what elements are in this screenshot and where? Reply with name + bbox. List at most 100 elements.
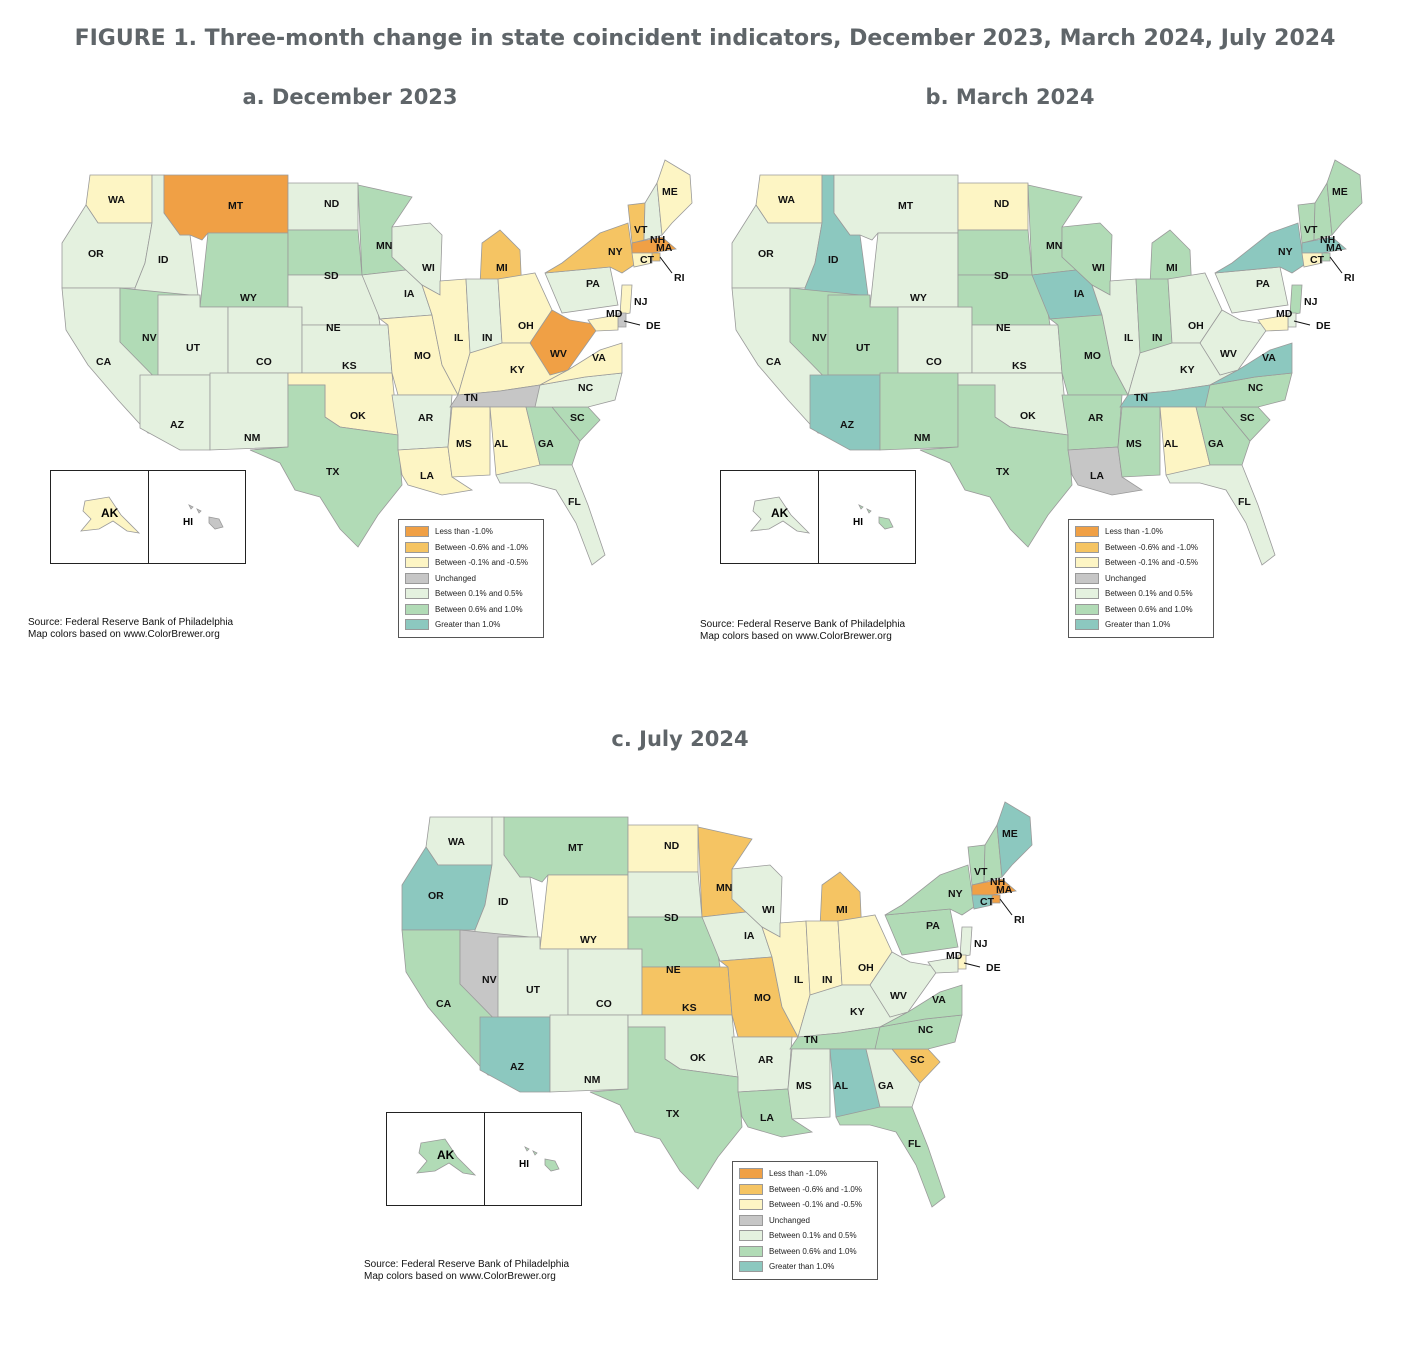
state-ma — [631, 236, 677, 254]
state-ut — [157, 294, 229, 376]
legend-swatch — [405, 619, 429, 631]
state-mt — [163, 174, 289, 241]
state-ny — [884, 864, 975, 916]
state-label-mo: MO — [414, 350, 431, 362]
state-label-nc: NC — [1248, 382, 1264, 394]
state-label-la: LA — [1090, 470, 1104, 482]
state-me — [1326, 159, 1363, 236]
state-label-in: IN — [482, 332, 493, 344]
source-line: Source: Federal Reserve Bank of Philadel… — [700, 619, 906, 630]
state-label-ma: MA — [1326, 242, 1343, 254]
inset-divider — [818, 471, 819, 563]
state-label-wv: WV — [1220, 348, 1237, 360]
state-label-ky: KY — [850, 1006, 865, 1018]
state-sd — [287, 229, 363, 276]
state-label-ct: CT — [640, 254, 655, 266]
state-ut — [827, 294, 899, 376]
state-label-vt: VT — [1304, 224, 1318, 236]
state-label-fl: FL — [568, 496, 581, 508]
state-ma — [971, 878, 1017, 896]
legend-item: Unchanged — [739, 1213, 871, 1229]
state-label-mi: MI — [1166, 262, 1178, 274]
legend-item: Between 0.1% and 0.5% — [739, 1228, 871, 1244]
state-label-ms: MS — [1126, 438, 1142, 450]
panel-title: c. July 2024 — [611, 727, 749, 751]
state-label-ia: IA — [744, 930, 755, 942]
state-label-nh: NH — [650, 234, 665, 246]
state-label-de: DE — [1316, 320, 1331, 332]
state-label-or: OR — [758, 248, 774, 260]
state-label-tn: TN — [1134, 392, 1148, 404]
state-label-in: IN — [1152, 332, 1163, 344]
inset-map: AK HI — [416, 1138, 560, 1176]
state-mt — [503, 816, 629, 883]
state-label-nd: ND — [664, 840, 680, 852]
state-ct — [631, 252, 653, 268]
state-label-ok: OK — [350, 410, 366, 422]
state-label-pa: PA — [586, 278, 600, 290]
state-label-va: VA — [1262, 352, 1276, 364]
state-label-va: VA — [592, 352, 606, 364]
state-label-mi: MI — [496, 262, 508, 274]
legend-item: Greater than 1.0% — [739, 1259, 871, 1275]
state-label-il: IL — [794, 974, 804, 986]
state-label-ca: CA — [436, 998, 452, 1010]
state-label-il: IL — [1124, 332, 1134, 344]
state-label-ak: AK — [771, 506, 789, 520]
state-label-ga: GA — [538, 438, 554, 450]
state-label-wa: WA — [778, 194, 795, 206]
state-md — [1257, 314, 1289, 332]
state-sd — [957, 229, 1033, 276]
ak-hi-inset: AK HI — [720, 470, 916, 564]
legend-swatch — [405, 557, 429, 569]
state-label-ok: OK — [1020, 410, 1036, 422]
state-label-vt: VT — [634, 224, 648, 236]
state-label-wy: WY — [910, 292, 927, 304]
state-ms — [447, 406, 491, 478]
state-label-mn: MN — [1046, 240, 1062, 252]
state-label-sd: SD — [664, 912, 679, 924]
legend-swatch — [1075, 541, 1099, 553]
inset-divider — [148, 471, 149, 563]
legend-swatch — [739, 1245, 763, 1257]
state-label-nc: NC — [578, 382, 594, 394]
legend-swatch — [405, 603, 429, 615]
map-panel-december-2023: a. December 2023 WA OR CA ID NV MT WY UT AZ CO NM ND… — [20, 85, 693, 655]
legend-label: Between 0.1% and 0.5% — [1105, 589, 1193, 599]
state-label-wa: WA — [448, 836, 465, 848]
legend-label: Between 0.6% and 1.0% — [1105, 604, 1193, 614]
state-label-ga: GA — [1208, 438, 1224, 450]
state-label-nd: ND — [994, 198, 1010, 210]
legend-label: Between 0.1% and 0.5% — [435, 589, 523, 599]
legend-label: Between -0.6% and -1.0% — [769, 1184, 862, 1194]
state-label-sc: SC — [910, 1054, 925, 1066]
state-label-tx: TX — [326, 466, 339, 478]
state-ms — [787, 1048, 831, 1120]
legend-swatch — [1075, 603, 1099, 615]
colorbrewer-line: Map colors based on www.ColorBrewer.org — [364, 1271, 556, 1282]
source-line: Source: Federal Reserve Bank of Philadel… — [364, 1259, 570, 1270]
state-az — [139, 374, 211, 451]
legend-label: Between -0.1% and -0.5% — [1105, 558, 1198, 568]
legend-item: Between 0.1% and 0.5% — [405, 586, 537, 602]
source-note: Source: Federal Reserve Bank of Philadel… — [364, 1259, 569, 1283]
state-label-nm: NM — [584, 1074, 601, 1086]
legend-label: Between 0.6% and 1.0% — [435, 604, 523, 614]
legend-label: Between -0.6% and -1.0% — [1105, 542, 1198, 552]
legend-item: Less than -1.0% — [405, 524, 537, 540]
legend-label: Less than -1.0% — [1105, 527, 1163, 537]
legend-swatch — [1075, 557, 1099, 569]
state-hi — [188, 504, 224, 530]
state-label-ca: CA — [96, 356, 112, 368]
state-label-nj: NJ — [974, 938, 988, 950]
state-md — [927, 956, 959, 974]
us-state-map: WA OR CA ID NV MT WY UT AZ CO NM ND SD NE KS OK TX MN IA MO… — [401, 801, 1033, 1208]
source-line: Source: Federal Reserve Bank of Philadel… — [28, 617, 234, 628]
state-pa — [884, 908, 959, 956]
state-label-ut: UT — [856, 342, 871, 354]
state-nj — [1289, 284, 1303, 316]
state-label-co: CO — [926, 356, 942, 368]
legend-item: Unchanged — [405, 571, 537, 587]
state-label-ky: KY — [1180, 364, 1195, 376]
map-panel-july-2024: c. July 2024 WA OR CA ID NV MT WY UT AZ CO NM ND SD NE… — [360, 727, 1050, 1297]
